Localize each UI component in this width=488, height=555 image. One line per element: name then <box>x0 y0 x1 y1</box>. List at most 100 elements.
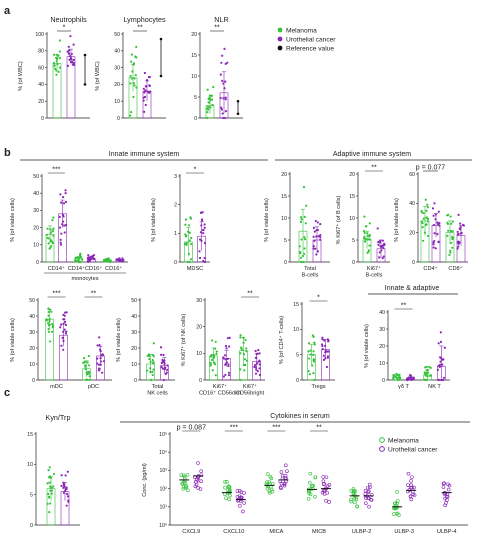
data-point <box>210 94 213 97</box>
data-point <box>421 222 424 225</box>
y-tick-label: 10² <box>160 486 168 492</box>
data-point <box>398 378 401 381</box>
data-point <box>45 233 48 236</box>
y-tick-label: 0 <box>30 523 33 529</box>
x-tick-label: B-cells <box>366 273 383 279</box>
data-point <box>363 215 366 218</box>
data-point <box>50 310 53 313</box>
data-point <box>440 378 443 382</box>
chart-kyn_trp: 0 5 10 15 Kyn/Trp <box>27 413 80 529</box>
data-point <box>433 232 436 235</box>
y-tick-label: 100 <box>35 32 44 38</box>
data-point <box>366 496 370 500</box>
data-point <box>434 213 437 216</box>
data-point <box>188 260 191 264</box>
data-point <box>87 260 90 263</box>
data-point <box>226 357 230 360</box>
y-axis-label: % (of viable cells) <box>151 198 157 242</box>
group-melanoma <box>423 365 432 382</box>
group-melanoma <box>128 45 138 119</box>
y-tick-label: 10¹ <box>160 505 168 511</box>
data-point <box>209 99 212 102</box>
data-point <box>451 230 454 233</box>
data-point <box>202 259 205 263</box>
data-point <box>446 234 449 237</box>
legend-label: Urothelial cancer <box>286 36 336 43</box>
data-point <box>459 228 462 231</box>
data-point <box>316 250 320 253</box>
x-tick-label: NK cells <box>147 391 168 397</box>
data-point <box>319 233 322 237</box>
data-point <box>130 53 134 56</box>
data-point <box>451 236 454 239</box>
y-tick-label: 60 <box>38 65 44 71</box>
y-tick-label: 0 <box>412 260 415 266</box>
data-point <box>46 482 49 485</box>
x-tick-label: MICB <box>312 529 326 535</box>
data-point <box>188 231 191 234</box>
data-point <box>239 352 242 355</box>
y-tick-label: 5 <box>352 238 355 244</box>
data-point <box>63 328 66 331</box>
group-melanoma <box>445 213 455 263</box>
data-point <box>253 365 256 368</box>
data-point <box>57 54 60 57</box>
data-point <box>163 368 166 371</box>
data-point <box>163 366 167 369</box>
data-point <box>462 223 465 227</box>
data-point <box>146 369 149 372</box>
data-point <box>406 483 410 487</box>
data-point <box>369 497 373 502</box>
data-point <box>57 70 60 73</box>
data-point <box>437 210 440 213</box>
data-point <box>130 77 133 80</box>
data-point <box>242 353 246 356</box>
x-tick-label: CD56bright <box>236 391 265 397</box>
data-point <box>299 216 303 219</box>
data-point <box>91 255 94 258</box>
legend-marker <box>277 27 283 33</box>
group-melanoma <box>221 479 232 502</box>
data-point <box>313 239 316 242</box>
data-point <box>63 320 67 323</box>
group-urothelial-cancer <box>278 463 289 491</box>
data-point <box>163 362 166 365</box>
y-tick-label: 0 <box>117 116 120 122</box>
data-point <box>161 367 165 370</box>
y-axis-label: % (of WBC) <box>95 61 101 91</box>
data-point <box>381 239 384 242</box>
data-point <box>242 341 245 344</box>
data-point <box>239 336 242 339</box>
data-point <box>449 230 452 233</box>
data-point <box>434 247 437 250</box>
data-point <box>321 338 324 341</box>
significance-label: *** <box>230 425 238 432</box>
group-melanoma <box>183 216 193 264</box>
data-point <box>381 244 384 248</box>
y-tick-label: 20 <box>33 225 39 231</box>
x-tick-label: ULBP-2 <box>352 529 372 535</box>
data-point <box>98 348 102 351</box>
data-point <box>55 69 58 72</box>
data-point <box>58 226 62 229</box>
y-tick-label: 5 <box>194 95 197 101</box>
data-point <box>198 238 202 241</box>
x-tick-label: Tregs <box>311 384 325 390</box>
data-point <box>63 224 66 227</box>
group-melanoma <box>102 257 112 264</box>
data-point <box>456 233 459 236</box>
y-axis-label: % (of viable cells) <box>116 318 122 362</box>
group-urothelial-cancer <box>96 336 106 381</box>
data-point <box>425 378 428 382</box>
data-point <box>240 346 243 349</box>
data-point <box>151 370 154 374</box>
chart-nlr: 0 5 10 15 20 NLR** <box>191 15 243 122</box>
data-point <box>129 82 132 85</box>
data-point <box>320 490 325 495</box>
data-point <box>148 75 151 79</box>
data-point <box>307 370 310 373</box>
data-point <box>240 348 243 351</box>
data-point <box>52 53 56 56</box>
data-point <box>408 378 411 381</box>
group-urothelial-cancer <box>441 481 452 508</box>
